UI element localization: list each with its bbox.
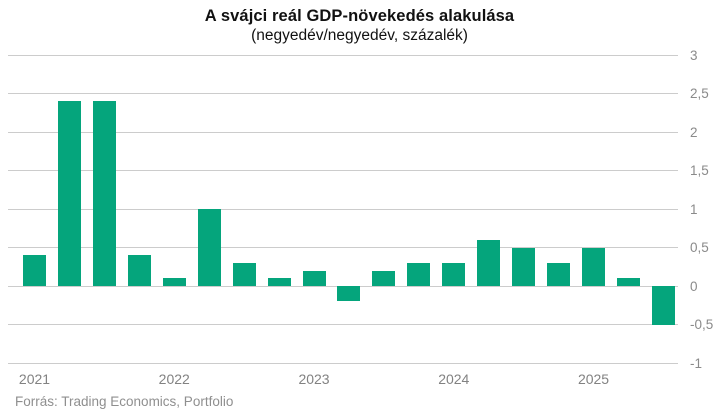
bar-2023-q3 [372,270,396,286]
chart-title: A svájci reál GDP-növekedés alakulása [204,7,515,25]
bar-2024-q3 [512,247,536,286]
gridline-0,5 [8,247,678,248]
bar-2023-q4 [407,262,431,286]
y-axis-label: -1 [690,355,703,371]
bar-2024-q1 [442,262,466,286]
bar-2022-q2 [197,209,221,286]
bar-2024-q4 [547,262,571,286]
gridline-1,5 [8,170,678,171]
bar-2022-q4 [267,278,291,286]
bar-2021-q1 [23,255,46,286]
gridline-2 [8,131,678,133]
gridline--0,5 [8,324,678,325]
gridline-2,5 [8,93,678,94]
y-axis-label: 2,5 [690,86,709,101]
bar-2022-q3 [232,262,256,286]
x-axis-label-2022: 2022 [158,371,190,387]
x-axis-label-2021: 2021 [18,371,51,387]
gridline-3 [8,54,678,56]
source-attribution: Forrás: Trading Economics, Portfolio [15,394,234,409]
y-axis-label: 0 [690,278,698,294]
bar-2023-q1 [302,270,326,286]
bar-2022-q1 [162,278,186,286]
y-axis-label: 2 [690,124,698,140]
bar-2021-q3 [92,101,116,286]
bar-2021-q4 [127,255,151,286]
bar-2025-q3 [651,286,675,325]
y-axis-label: 3 [690,47,698,63]
y-axis-label: -0,5 [690,317,714,332]
y-axis-label: 1,5 [690,163,709,178]
x-axis-label-2025: 2025 [577,371,610,387]
bar-2025-q1 [582,247,606,286]
x-axis-label-2024: 2024 [438,371,470,387]
bar-2023-q2 [337,286,361,302]
bar-2021-q2 [57,101,81,286]
y-axis-label: 1 [690,201,698,217]
x-axis-label-2023: 2023 [298,371,330,387]
gridline-1 [8,208,678,210]
bar-2025-q2 [616,278,640,286]
gridline--1 [8,362,678,364]
bar-2024-q2 [477,239,501,286]
y-axis-label: 0,5 [690,240,709,255]
chart-subtitle: (negyedév/negyedév, százalék) [251,27,468,44]
